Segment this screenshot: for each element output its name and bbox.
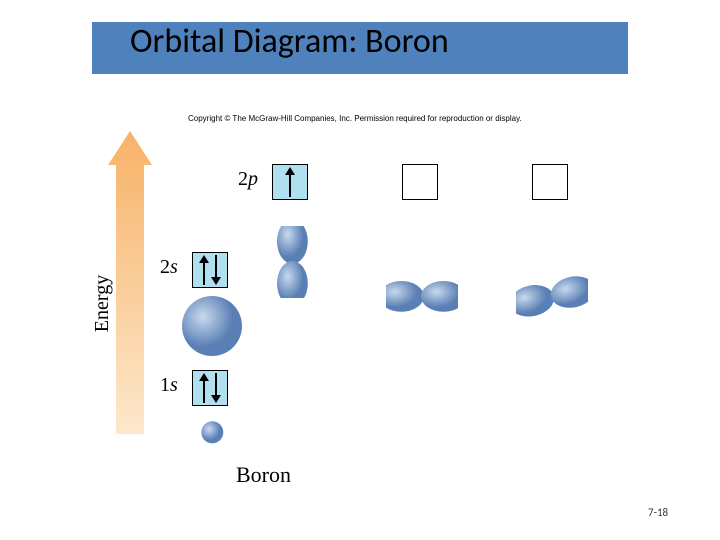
energy-axis-label: Energy [91,275,114,332]
orbital-level-label: 2s [160,256,178,279]
orbital-level-label: 1s [160,374,178,397]
spin-down-icon [210,255,222,285]
spin-up-icon [284,167,296,197]
orbital-shape-icon [516,260,589,333]
orbital-level-label: 2p [238,168,258,191]
orbital-box [402,164,438,200]
orbital-shape-icon [256,226,329,299]
spin-up-icon [198,373,210,403]
spin-down-icon [210,373,222,403]
element-name: Boron [236,462,291,488]
copyright-text: Copyright © The McGraw-Hill Companies, I… [188,114,522,123]
orbital-shape-icon [386,260,459,333]
orbital-shape-icon [198,418,227,447]
orbital-shape-icon [173,287,251,365]
orbital-box [532,164,568,200]
page-title: Orbital Diagram: Boron [130,21,449,62]
page-number: 7-18 [648,506,668,519]
spin-up-icon [198,255,210,285]
